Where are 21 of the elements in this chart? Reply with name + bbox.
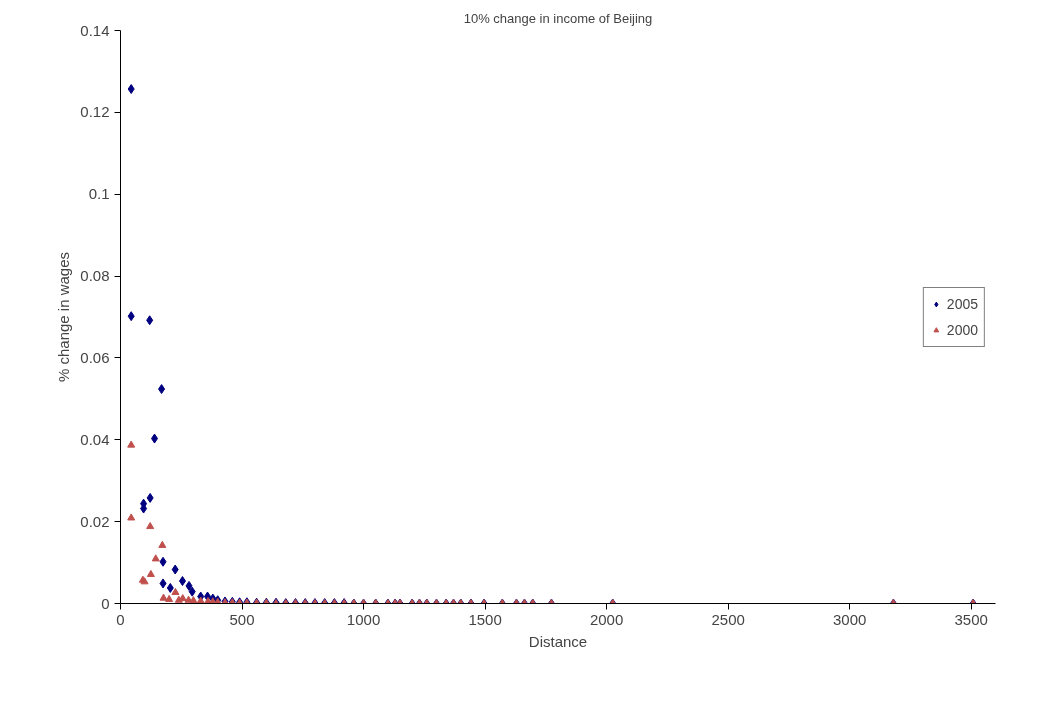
x-axis-title: Distance xyxy=(528,632,588,650)
x-tick-label: 0 xyxy=(116,610,125,628)
y-tick-label: 0 xyxy=(101,594,110,612)
x-tick-label: 1500 xyxy=(468,610,502,628)
y-tick-label: 0.04 xyxy=(80,430,110,448)
y-tick-label: 0.14 xyxy=(80,21,110,39)
y-tick-label: 0.06 xyxy=(80,348,110,366)
x-tick-label: 500 xyxy=(229,610,255,628)
x-tick-label: 1000 xyxy=(346,610,381,628)
y-tick-label: 0.12 xyxy=(80,103,110,121)
y-tick-label: 0.1 xyxy=(88,185,110,203)
chart-title: 10% change in income of Beijing xyxy=(463,10,653,26)
y-axis-title: % change in wages xyxy=(55,251,73,383)
x-tick-label: 2000 xyxy=(589,610,624,628)
legend-label: 2005 xyxy=(946,295,978,312)
x-tick-label: 3000 xyxy=(832,610,867,628)
y-tick-label: 0.08 xyxy=(80,267,110,285)
legend-label: 2000 xyxy=(946,321,978,338)
x-tick-label: 2500 xyxy=(711,610,745,628)
x-tick-label: 3500 xyxy=(954,610,988,628)
y-tick-label: 0.02 xyxy=(80,512,110,530)
